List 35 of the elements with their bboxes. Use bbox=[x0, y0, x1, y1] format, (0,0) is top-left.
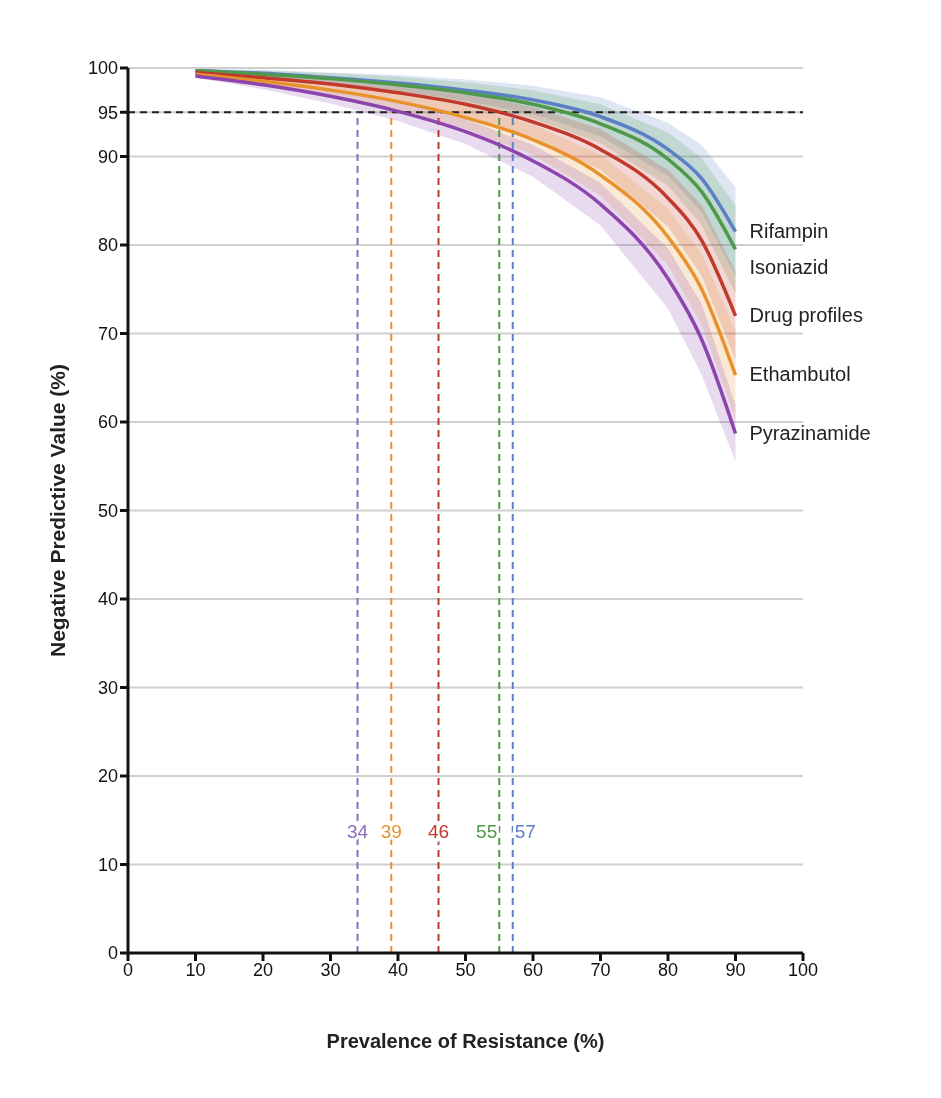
y-tick-label: 80 bbox=[97, 235, 118, 256]
ref-line-label: 55 bbox=[476, 820, 498, 842]
series-label: Pyrazinamide bbox=[749, 421, 871, 444]
series-label: Isoniazid bbox=[749, 255, 829, 278]
x-tick-label: 60 bbox=[522, 959, 544, 980]
x-tick-label: 90 bbox=[725, 959, 746, 980]
series-label: Ethambutol bbox=[749, 363, 851, 386]
x-tick-label: 50 bbox=[455, 959, 476, 980]
y-tick-label: 95 bbox=[97, 102, 118, 123]
ref-line-label: 57 bbox=[514, 820, 536, 842]
x-tick-label: 30 bbox=[320, 959, 341, 980]
y-tick-label: 100 bbox=[87, 58, 118, 79]
ref-line-label: 34 bbox=[346, 820, 369, 842]
series-label: Drug profiles bbox=[749, 303, 863, 326]
y-tick-label: 0 bbox=[107, 943, 118, 964]
x-tick-label: 40 bbox=[387, 959, 409, 980]
ref-line-label: 39 bbox=[380, 820, 402, 842]
x-tick-label: 10 bbox=[185, 959, 206, 980]
y-tick-label: 90 bbox=[97, 146, 118, 167]
y-tick-label: 20 bbox=[97, 766, 118, 787]
x-tick-label: 20 bbox=[252, 959, 274, 980]
y-tick-label: 30 bbox=[97, 677, 118, 698]
y-tick-label: 40 bbox=[97, 589, 118, 610]
y-tick-label: 10 bbox=[97, 854, 118, 875]
y-axis-title: Negative Predictive Value (%) bbox=[46, 364, 70, 657]
ref-line-label: 46 bbox=[427, 820, 450, 842]
series-label: Rifampin bbox=[749, 219, 829, 242]
y-tick-label: 70 bbox=[97, 323, 118, 344]
x-axis-title: Prevalence of Resistance (%) bbox=[326, 1030, 605, 1052]
x-tick-label: 100 bbox=[787, 959, 819, 980]
x-tick-label: 80 bbox=[657, 959, 679, 980]
y-tick-label: 50 bbox=[97, 500, 118, 521]
x-tick-label: 70 bbox=[590, 959, 611, 980]
x-tick-label: 0 bbox=[122, 959, 134, 980]
y-tick-label: 60 bbox=[97, 412, 118, 433]
